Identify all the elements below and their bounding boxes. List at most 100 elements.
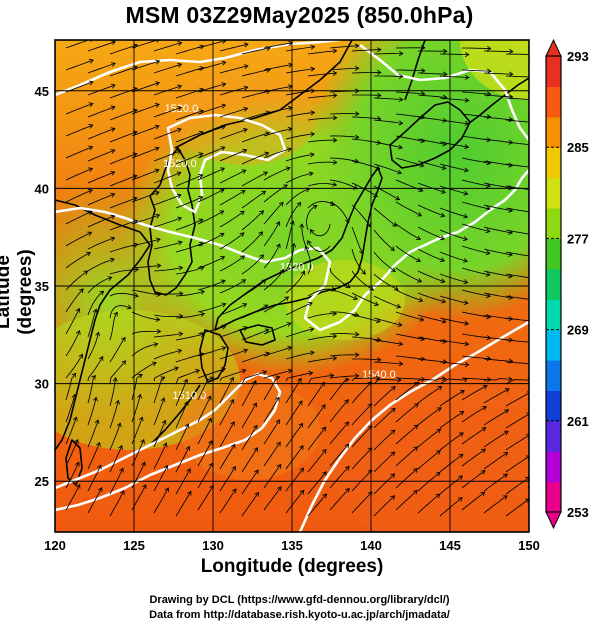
- streamline-arrowhead: [198, 152, 204, 157]
- streamline-arrowhead: [390, 407, 396, 413]
- streamline-arrowhead: [240, 190, 246, 195]
- streamline: [87, 487, 103, 514]
- streamline-arrowhead: [504, 409, 510, 414]
- streamline-arrowhead: [75, 483, 81, 489]
- streamline: [65, 146, 93, 159]
- streamline: [153, 349, 182, 360]
- streamline-arrowhead: [88, 123, 94, 129]
- streamline-arrowhead: [354, 331, 360, 337]
- streamline: [285, 445, 304, 470]
- streamline-arrowhead: [219, 188, 225, 194]
- streamline: [505, 477, 529, 495]
- streamline-arrowhead: [439, 257, 445, 263]
- streamline-arrowhead: [352, 295, 358, 301]
- x-tick-label: 150: [518, 538, 540, 553]
- streamline: [373, 451, 395, 473]
- streamline-arrowhead: [440, 278, 446, 284]
- streamline-arrowhead: [344, 399, 349, 404]
- chart-title: MSM 03Z29May2025 (850.0hPa): [125, 2, 474, 28]
- streamline-arrowhead: [276, 463, 282, 469]
- streamline: [329, 421, 349, 445]
- streamline: [219, 303, 247, 316]
- streamline: [197, 395, 212, 423]
- streamline: [439, 453, 464, 473]
- streamline-arrowhead: [71, 372, 77, 378]
- streamline-arrowhead: [74, 438, 79, 444]
- streamline: [241, 425, 258, 451]
- streamline-arrowhead: [398, 120, 404, 126]
- streamline: [87, 442, 100, 470]
- streamline: [197, 256, 225, 269]
- streamline-arrowhead: [87, 231, 93, 237]
- streamline: [329, 466, 350, 489]
- streamline: [109, 175, 137, 187]
- streamline-arrowhead: [485, 271, 491, 277]
- streamline: [285, 351, 315, 360]
- streamline: [87, 397, 97, 426]
- streamline: [329, 267, 351, 289]
- streamline: [197, 40, 226, 49]
- streamline: [483, 292, 513, 299]
- streamline: [175, 333, 205, 341]
- streamline-arrowhead: [220, 256, 226, 261]
- streamline: [219, 369, 246, 382]
- streamline-arrowhead: [531, 232, 535, 236]
- streamline-arrowhead: [344, 421, 350, 427]
- contour-label: 1510.0: [172, 390, 206, 402]
- streamline: [153, 106, 182, 118]
- streamline: [439, 75, 469, 78]
- streamline-arrowhead: [95, 331, 101, 337]
- colorbar-segment: [546, 451, 561, 483]
- colorbar-tick-label: 293: [567, 49, 589, 64]
- streamline: [219, 65, 248, 74]
- streamline: [65, 168, 93, 181]
- streamline: [241, 47, 271, 55]
- streamline: [461, 179, 491, 187]
- streamline-arrowhead: [442, 48, 448, 54]
- streamline: [439, 361, 469, 366]
- streamline-arrowhead: [486, 356, 492, 362]
- colorbar-segment: [546, 360, 561, 391]
- streamline: [153, 217, 182, 228]
- streamline: [109, 422, 121, 451]
- streamline-arrowhead: [243, 85, 249, 91]
- streamline: [131, 362, 157, 379]
- streamline: [373, 386, 396, 407]
- streamline-arrowhead: [463, 279, 469, 285]
- streamline: [153, 150, 182, 162]
- streamline-arrowhead: [183, 378, 189, 384]
- streamline: [329, 443, 350, 467]
- streamline: [351, 182, 378, 197]
- streamline-arrowhead: [240, 255, 246, 260]
- streamline-arrowhead: [176, 193, 182, 199]
- streamline: [395, 355, 425, 360]
- streamline-arrowhead: [332, 115, 338, 121]
- streamline-arrowhead: [160, 397, 166, 403]
- streamline: [439, 163, 469, 172]
- streamline-arrowhead: [398, 341, 404, 347]
- streamline-arrowhead: [481, 448, 486, 454]
- streamline: [395, 490, 418, 511]
- streamline-arrowhead: [310, 66, 316, 72]
- streamline-arrowhead: [480, 491, 486, 497]
- y-axis-ticks: 25 30 35 40 45: [35, 84, 49, 489]
- colorbar-segment: [546, 56, 561, 87]
- streamline: [351, 292, 379, 306]
- streamline: [461, 491, 485, 511]
- streamline-arrowhead: [110, 236, 116, 242]
- streamline: [219, 377, 234, 404]
- streamline-arrowhead: [153, 342, 159, 348]
- streamline-arrowhead: [486, 68, 492, 74]
- streamline-arrowhead: [119, 467, 124, 473]
- streamline-arrowhead: [220, 124, 226, 130]
- streamline-arrowhead: [276, 441, 281, 447]
- streamline: [285, 423, 303, 448]
- streamline: [241, 492, 259, 517]
- streamline: [285, 378, 302, 404]
- coastline-kyushu: [199, 329, 229, 383]
- streamline: [351, 160, 380, 170]
- streamline: [109, 131, 138, 143]
- streamline-arrowhead: [263, 171, 269, 176]
- streamline-arrowhead: [418, 297, 424, 303]
- streamline: [483, 430, 509, 448]
